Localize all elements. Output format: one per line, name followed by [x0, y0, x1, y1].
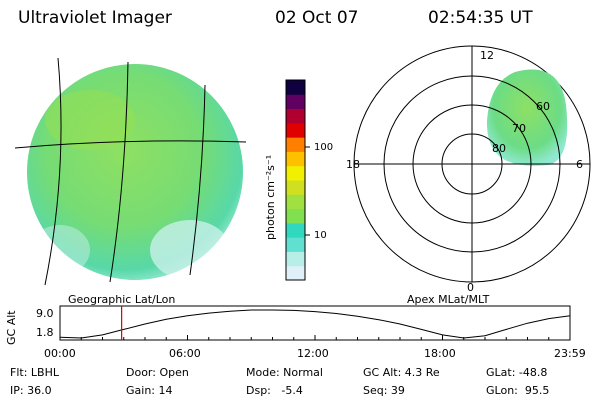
colorbar-swatch [286, 237, 305, 252]
ip-status: IP: 36.0 [10, 384, 52, 397]
seq-status: Seq: 39 [363, 384, 405, 397]
colorbar-swatch [286, 94, 305, 110]
x-tick-label: 00:00 [44, 347, 76, 360]
mlt-label-18: 18 [346, 158, 360, 171]
colorbar [285, 79, 306, 281]
colorbar-swatch [286, 180, 305, 195]
longitude-line [109, 61, 129, 283]
instrument-title: Ultraviolet Imager [18, 8, 172, 28]
colorbar-swatch [286, 251, 305, 267]
timeseries-ymax: 9.0 [36, 307, 54, 320]
mlt-label-12: 12 [480, 49, 494, 62]
timeseries-ylabel: GC Alt [5, 310, 18, 345]
dsp-status: Dsp: -5.4 [246, 384, 303, 397]
x-tick-label: 06:00 [169, 347, 201, 360]
mlat-label-60: 60 [536, 100, 550, 113]
colorbar-frame [285, 79, 306, 281]
latitude-line [14, 140, 247, 149]
altitude-curve [59, 309, 571, 339]
observation-time: 02:54:35 UT [428, 8, 533, 28]
observation-date: 02 Oct 07 [275, 8, 359, 28]
gain-status: Gain: 14 [126, 384, 173, 397]
colorbar-swatch [286, 165, 305, 181]
longitude-line [44, 57, 62, 286]
longitude-line [189, 84, 206, 276]
bright-region [45, 90, 135, 150]
colorbar-swatch [286, 80, 305, 95]
apex-polar-plot: 12 6 0 18 60 70 80 [346, 45, 591, 294]
mode-status: Mode: Normal [246, 366, 323, 379]
timeseries-ticks [59, 335, 571, 340]
altitude-timeseries [59, 305, 571, 341]
dim-region [30, 225, 90, 275]
colorbar-swatch [286, 108, 305, 124]
colorbar-tick-100: 100 [314, 142, 334, 153]
colorbar-swatch [286, 194, 305, 210]
mlat-label-70: 70 [512, 122, 526, 135]
colorbar-label: photon cm⁻²s⁻¹ [264, 154, 277, 240]
geographic-image [14, 57, 247, 286]
geographic-caption: Geographic Lat/Lon [68, 293, 176, 306]
door-status: Door: Open [126, 366, 189, 379]
colorbar-tick-10: 10 [314, 230, 327, 241]
colorbar-swatch [286, 265, 305, 281]
filter-status: Flt: LBHL [10, 366, 59, 379]
auroral-oval [486, 69, 568, 166]
mlt-label-6: 6 [576, 158, 583, 171]
colorbar-swatch [286, 208, 305, 224]
dim-region [150, 220, 230, 280]
colorbar-swatch [286, 222, 305, 238]
x-tick-label: 18:00 [424, 347, 456, 360]
glon-status: GLon: 95.5 [486, 384, 550, 397]
glat-status: GLat: -48.8 [486, 366, 548, 379]
colorbar-swatch [286, 151, 305, 167]
colorbar-swatch [286, 137, 305, 152]
mlt-label-0: 0 [467, 281, 474, 294]
mlat-label-80: 80 [492, 142, 506, 155]
x-tick-label: 12:00 [297, 347, 329, 360]
timeseries-ymin: 1.8 [36, 326, 54, 339]
apex-caption: Apex MLat/MLT [407, 293, 490, 306]
x-tick-label: 23:59 [554, 347, 586, 360]
gc-alt-status: GC Alt: 4.3 Re [363, 366, 440, 379]
colorbar-swatch [286, 122, 305, 138]
